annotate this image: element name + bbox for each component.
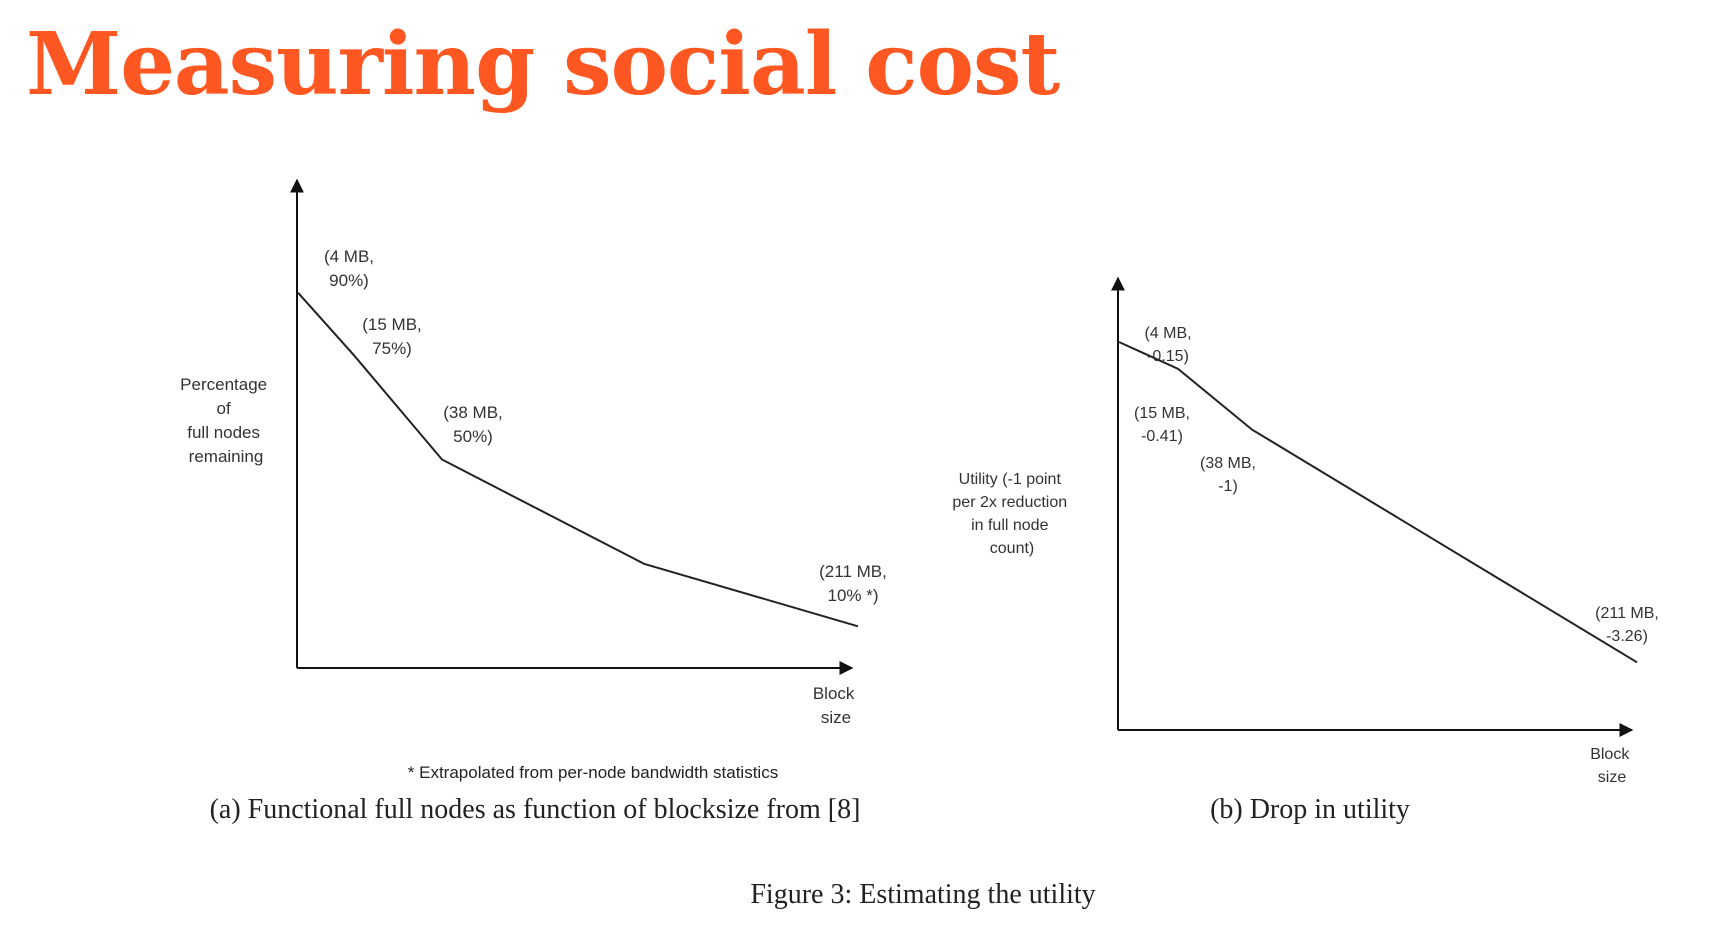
- chart-a-point-label: (38 MB, 50%): [443, 403, 503, 446]
- chart-b-y-label-line: in full node: [971, 517, 1048, 534]
- chart-a-point-label-line: (15 MB,: [362, 315, 422, 334]
- chart-b-x-label-line: size: [1598, 769, 1627, 786]
- chart-a-point-label: (211 MB, 10% *): [819, 562, 887, 605]
- chart-b-point-label: (38 MB, -1): [1200, 455, 1256, 495]
- chart-a-point-label-line: 10% *): [827, 586, 878, 605]
- chart-b-point-label-line: (211 MB,: [1595, 605, 1659, 622]
- chart-a-point-label-line: (4 MB,: [324, 247, 374, 266]
- chart-b-point-label: (15 MB, -0.41): [1134, 405, 1190, 445]
- chart-a-point-label-line: (211 MB,: [819, 562, 887, 581]
- chart-a-point-label-line: 50%): [453, 427, 493, 446]
- chart-a-point-label: (15 MB, 75%): [362, 315, 422, 358]
- figure-caption: Figure 3: Estimating the utility: [750, 879, 1095, 910]
- chart-b-point-label-line: -3.26): [1606, 628, 1648, 645]
- chart-a-curve: [297, 292, 859, 628]
- chart-a-caption: (a) Functional full nodes as function of…: [210, 794, 861, 825]
- chart-b-point-label: (4 MB, -0.15): [1144, 325, 1191, 365]
- chart-b-point-labels: (4 MB, -0.15) (15 MB, -0.41) (38 MB, -1) (211 …: [1134, 325, 1659, 645]
- chart-a-y-label-line: remaining: [189, 447, 264, 466]
- chart-a-x-label: Block size: [813, 684, 859, 727]
- chart-b-y-label-line: Utility (-1 point: [959, 471, 1062, 488]
- chart-b-point-label-line: (15 MB,: [1134, 405, 1190, 422]
- chart-a-point-labels: (4 MB, 90%) (15 MB, 75%) (38 MB, 50%) (211 MB,…: [324, 247, 887, 605]
- chart-b-point-label-line: -0.15): [1147, 348, 1189, 365]
- chart-b-point-label-line: (4 MB,: [1144, 325, 1191, 342]
- chart-a-point-label-line: (38 MB,: [443, 403, 503, 422]
- chart-a-point-label-line: 90%): [329, 271, 369, 290]
- chart-b-caption: (b) Drop in utility: [1210, 794, 1410, 825]
- chart-a-x-label-line: size: [821, 708, 851, 727]
- chart-b-point-label: (211 MB, -3.26): [1595, 605, 1659, 645]
- chart-a-footnote: * Extrapolated from per-node bandwidth s…: [408, 763, 778, 782]
- chart-b-x-label-line: Block: [1590, 746, 1630, 763]
- chart-a-y-label-line: of: [217, 399, 231, 418]
- chart-a-y-label-line: full nodes: [187, 423, 260, 442]
- chart-a-point-label: (4 MB, 90%): [324, 247, 374, 290]
- chart-b-y-label-line: count): [990, 540, 1034, 557]
- slide-title: Measuring social cost: [26, 14, 1060, 115]
- chart-b-point-label-line: (38 MB,: [1200, 455, 1256, 472]
- chart-b-point-label-line: -0.41): [1141, 428, 1183, 445]
- chart-b-y-label: Utility (-1 point per 2x reduction in fu…: [952, 471, 1071, 557]
- chart-a-y-label: Percentage of full nodes remaining: [180, 375, 272, 466]
- chart-a-y-label-line: Percentage: [180, 375, 267, 394]
- chart-a: (4 MB, 90%) (15 MB, 75%) (38 MB, 50%) (211 MB,…: [180, 178, 887, 825]
- chart-b-y-label-line: per 2x reduction: [952, 494, 1067, 511]
- chart-a-point-label-line: 75%): [372, 339, 412, 358]
- chart-b: (4 MB, -0.15) (15 MB, -0.41) (38 MB, -1) (211 …: [952, 276, 1659, 825]
- chart-a-x-label-line: Block: [813, 684, 855, 703]
- chart-b-curve: [1118, 341, 1638, 664]
- chart-b-point-label-line: -1): [1218, 478, 1238, 495]
- chart-b-x-label: Block size: [1590, 746, 1634, 786]
